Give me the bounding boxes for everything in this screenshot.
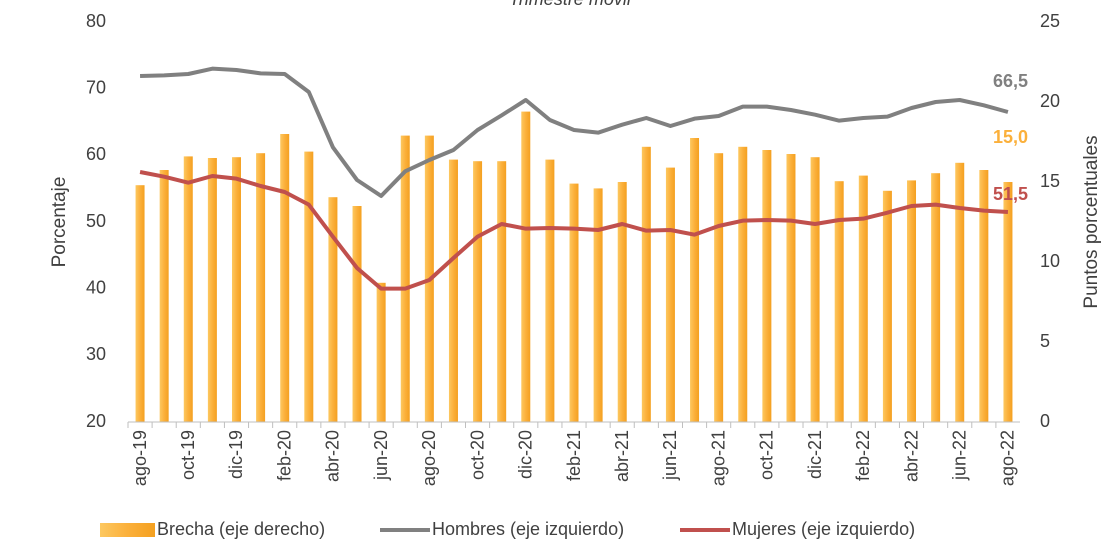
bar bbox=[762, 150, 772, 422]
bar bbox=[328, 197, 338, 422]
bar bbox=[231, 157, 241, 422]
y2-tick-label: 25 bbox=[1040, 11, 1060, 31]
y-tick-label: 80 bbox=[86, 11, 106, 31]
x-tick-label: dic-21 bbox=[805, 430, 825, 479]
bar bbox=[280, 134, 290, 422]
x-tick-label: ago-21 bbox=[708, 430, 728, 486]
x-tick-label: ago-22 bbox=[998, 430, 1018, 486]
x-tick-label: oct-21 bbox=[757, 430, 777, 480]
annotation: 15,0 bbox=[993, 127, 1028, 147]
bar bbox=[955, 162, 965, 423]
bar bbox=[473, 161, 483, 422]
x-tick-label: jun-20 bbox=[371, 430, 391, 481]
y-tick-label: 50 bbox=[86, 211, 106, 231]
bar bbox=[448, 159, 458, 422]
line bbox=[139, 170, 1009, 291]
y2-axis-title: Puntos porcentuales bbox=[1081, 135, 1102, 308]
bar bbox=[858, 175, 868, 422]
bar bbox=[931, 173, 941, 422]
bar bbox=[786, 154, 796, 422]
bar bbox=[882, 190, 892, 422]
legend-swatch bbox=[100, 523, 155, 537]
bar bbox=[183, 156, 193, 422]
bar bbox=[810, 157, 820, 422]
bar bbox=[641, 146, 651, 423]
y-tick-label: 20 bbox=[86, 411, 106, 431]
annotation: 51,5 bbox=[993, 184, 1028, 204]
y2-tick-label: 0 bbox=[1040, 411, 1050, 431]
bar bbox=[665, 167, 675, 422]
x-tick-label: oct-19 bbox=[178, 430, 198, 480]
bar bbox=[521, 111, 531, 422]
x-tick-label: ago-19 bbox=[130, 430, 150, 486]
y2-tick-label: 15 bbox=[1040, 171, 1060, 191]
bar bbox=[545, 159, 555, 422]
x-tick-label: abr-22 bbox=[901, 430, 921, 482]
bar bbox=[979, 170, 989, 422]
bar bbox=[690, 138, 700, 422]
y-axis-title: Porcentaje bbox=[49, 177, 70, 268]
bar bbox=[207, 158, 217, 422]
bar bbox=[376, 282, 386, 422]
x-tick-label: dic-20 bbox=[516, 430, 536, 479]
bar bbox=[497, 161, 507, 422]
bar bbox=[834, 181, 844, 422]
x-tick-label: dic-19 bbox=[226, 430, 246, 479]
y2-tick-label: 5 bbox=[1040, 331, 1050, 351]
x-tick-label: feb-20 bbox=[274, 430, 294, 481]
chart-title: Trimestre móvil bbox=[509, 0, 632, 9]
y-tick-label: 30 bbox=[86, 344, 106, 364]
bar bbox=[569, 183, 579, 422]
bar bbox=[304, 151, 314, 422]
x-tick-label: jun-22 bbox=[949, 430, 969, 481]
y-tick-label: 40 bbox=[86, 277, 106, 297]
bar bbox=[1003, 182, 1013, 422]
legend-label: Hombres (eje izquierdo) bbox=[432, 519, 624, 539]
annotation: 66,5 bbox=[993, 71, 1028, 91]
x-tick-label: ago-20 bbox=[419, 430, 439, 486]
y2-tick-label: 10 bbox=[1040, 251, 1060, 271]
bar bbox=[135, 185, 145, 422]
x-tick-label: abr-20 bbox=[323, 430, 343, 482]
bar bbox=[907, 180, 917, 422]
bar bbox=[617, 182, 627, 422]
bar bbox=[159, 170, 169, 422]
bar bbox=[256, 153, 266, 422]
bar bbox=[400, 135, 410, 422]
y-tick-label: 70 bbox=[86, 77, 106, 97]
x-tick-label: oct-20 bbox=[467, 430, 487, 480]
line bbox=[139, 66, 1009, 198]
legend-label: Brecha (eje derecho) bbox=[157, 519, 325, 539]
x-tick-label: feb-21 bbox=[564, 430, 584, 481]
x-tick-label: feb-22 bbox=[853, 430, 873, 481]
y-tick-label: 60 bbox=[86, 144, 106, 164]
bar bbox=[352, 206, 362, 422]
x-tick-label: abr-21 bbox=[612, 430, 632, 482]
y2-tick-label: 20 bbox=[1040, 91, 1060, 111]
bar bbox=[738, 146, 748, 423]
legend-label: Mujeres (eje izquierdo) bbox=[732, 519, 915, 539]
bar bbox=[593, 188, 603, 422]
bar bbox=[714, 153, 724, 422]
x-tick-label: jun-21 bbox=[660, 430, 680, 481]
